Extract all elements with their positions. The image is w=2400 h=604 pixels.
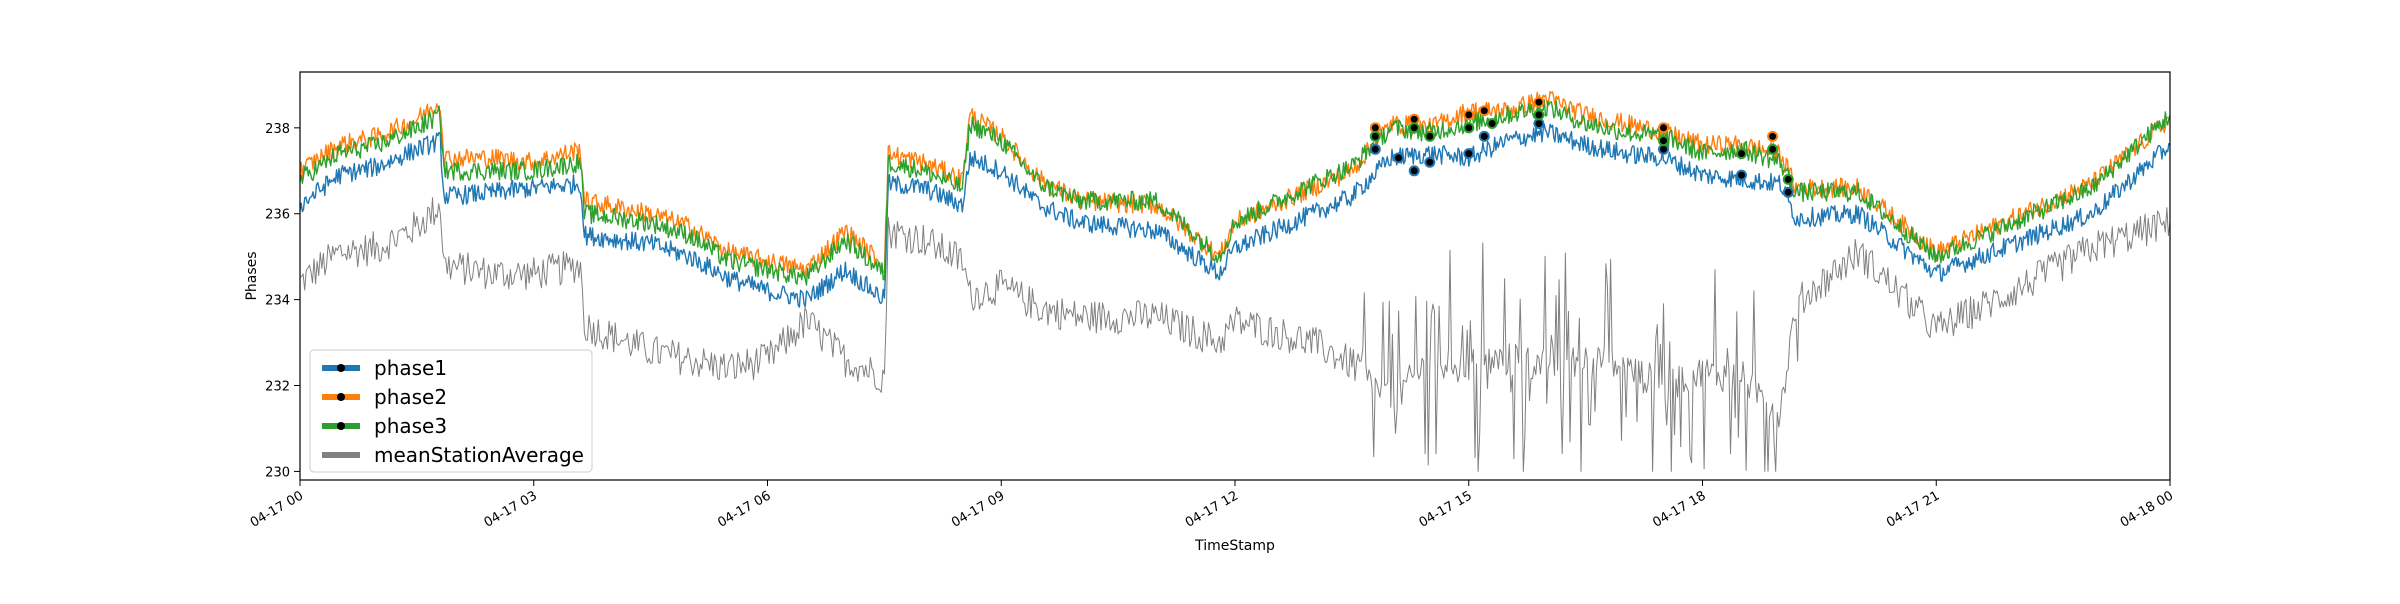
legend: phase1 phase2 phase3 meanStationAverage — [309, 349, 593, 473]
x-axis-label: TimeStamp — [1194, 538, 1275, 554]
series-line-phase3 — [299, 99, 2171, 286]
y-tick-label: 232 — [265, 380, 290, 395]
anomaly-marker-phase1 — [1782, 186, 1794, 198]
anomaly-marker-phase3 — [1463, 122, 1475, 134]
anomaly-marker-phase2 — [1767, 130, 1779, 142]
anomaly-marker-phase2 — [1533, 96, 1545, 108]
legend-marker-phase1 — [337, 364, 345, 372]
legend-label-phase2: phase2 — [374, 385, 447, 409]
y-axis-label: Phases — [244, 251, 260, 300]
anomaly-marker-phase1 — [1736, 169, 1747, 181]
y-tick-label: 238 — [265, 122, 290, 137]
y-tick-label: 236 — [265, 208, 290, 223]
anomaly-marker-phase1 — [1369, 143, 1381, 155]
anomaly-marker-phase1 — [1424, 156, 1436, 168]
series-layer — [299, 90, 2171, 472]
anomaly-marker-phase3 — [1424, 130, 1436, 142]
y-tick-label: 234 — [265, 294, 290, 309]
anomaly-marker-phase1 — [1393, 152, 1405, 164]
anomaly-marker-phase1 — [1408, 165, 1420, 177]
anomaly-marker-phase2 — [1478, 105, 1490, 117]
anomaly-marker-phase1 — [1463, 148, 1475, 160]
y-tick-label: 230 — [265, 465, 290, 480]
legend-marker-phase3 — [337, 422, 345, 430]
anomaly-marker-phase3 — [1408, 122, 1420, 134]
anomaly-marker-phase2 — [1658, 122, 1669, 134]
anomaly-marker-phase3 — [1369, 130, 1381, 142]
legend-label-phase1: phase1 — [374, 356, 447, 380]
legend-label-phase3: phase3 — [374, 414, 447, 438]
anomaly-marker-phase3 — [1658, 135, 1669, 147]
legend-box — [309, 349, 593, 473]
series-line-phase1 — [299, 123, 2171, 308]
anomaly-marker-phase3 — [1736, 148, 1747, 160]
legend-marker-phase2 — [337, 393, 345, 401]
anomaly-marker-phase3 — [1533, 109, 1545, 121]
legend-label-meanstationaverage: meanStationAverage — [374, 443, 584, 467]
anomaly-marker-phase3 — [1767, 143, 1779, 155]
marker-layer — [1369, 96, 1794, 198]
series-line-meanstationaverage — [299, 197, 2171, 472]
anomaly-marker-phase3 — [1486, 118, 1498, 129]
anomaly-marker-phase2 — [1463, 109, 1475, 121]
anomaly-marker-phase3 — [1782, 173, 1794, 185]
y-axis: 230 232 234 236 238 — [265, 122, 300, 480]
anomaly-marker-phase1 — [1478, 130, 1490, 142]
